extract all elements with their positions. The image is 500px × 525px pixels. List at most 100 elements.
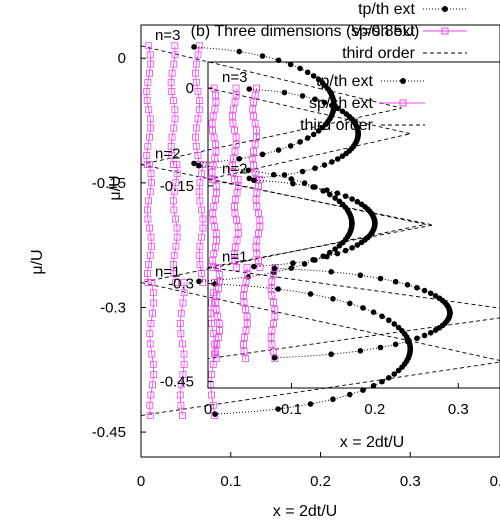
- front-tp-th-series: [246, 86, 453, 361]
- front-tp-th-point: [392, 341, 399, 348]
- front-tp-th-point: [392, 278, 399, 285]
- back-x-axis-label: x = 2dt/U: [273, 503, 337, 520]
- back-sp-sh-point: [196, 179, 204, 187]
- back-sp-sh-point: [192, 78, 200, 86]
- back-sp-sh-point: [208, 299, 215, 307]
- back-sp-sh-point: [194, 51, 202, 59]
- back-sp-sh-point: [192, 124, 200, 132]
- back-series: [140, 42, 500, 419]
- back-sp-sh-line: [172, 164, 178, 283]
- back-sp-sh-point: [195, 188, 203, 196]
- front-sp-sh-point: [252, 243, 260, 251]
- front-chart-title: (b) Three dimensions (V=0.85U): [191, 23, 420, 40]
- front-sp-sh-point: [270, 271, 277, 278]
- front-sp-sh-point: [213, 236, 221, 244]
- back-sp-sh-point: [145, 260, 152, 268]
- back-tp-th-point: [236, 48, 243, 55]
- front-legend-label: third order: [300, 117, 374, 134]
- front-sp-sh-point: [234, 230, 242, 237]
- front-tp-th-point: [281, 172, 288, 178]
- front-sp-sh-point: [211, 223, 219, 231]
- front-lobe-label: n=1: [222, 248, 247, 265]
- front-y-axis-label: μ/U: [107, 175, 124, 200]
- front-sp-sh-point: [230, 250, 238, 258]
- back-sp-sh-point: [192, 142, 200, 150]
- back-sp-sh-point: [144, 215, 152, 223]
- front-sp-sh-point: [229, 119, 237, 127]
- front-sp-sh-point: [249, 105, 257, 113]
- front-tp-th-point: [377, 275, 384, 282]
- front-sp-sh-point: [211, 105, 219, 113]
- back-sp-sh-point: [147, 179, 155, 187]
- back-lobe-label: n=2: [155, 146, 180, 163]
- back-third-order-line: [140, 282, 500, 416]
- back-sp-sh-point: [194, 115, 202, 123]
- front-tp-th-point: [349, 196, 355, 202]
- back-lobe-label: n=3: [155, 27, 180, 44]
- back-sp-sh-point: [172, 242, 180, 250]
- front-sp-sh-point: [233, 236, 241, 244]
- front-sp-sh-point: [209, 175, 216, 183]
- front-sp-sh-point: [229, 154, 237, 162]
- front-tp-th-point: [310, 257, 316, 263]
- front-lobe-labels: n=1 n=2 n=3: [222, 69, 247, 265]
- back-sp-sh-point: [148, 279, 156, 286]
- back-sp-sh-point: [208, 320, 215, 327]
- front-sp-sh-point: [214, 313, 222, 320]
- front-sp-sh-point: [239, 292, 247, 299]
- back-sp-sh-point: [169, 197, 177, 205]
- back-sp-sh-point: [171, 42, 179, 50]
- back-x-tick-label: 0: [137, 473, 145, 490]
- back-tp-th-point: [301, 180, 308, 186]
- back-sp-sh-point: [170, 206, 178, 214]
- back-sp-sh-point: [168, 133, 176, 141]
- back-tp-th-point: [275, 147, 282, 153]
- front-sp-sh-point: [240, 334, 248, 341]
- front-sp-sh-point: [209, 216, 217, 224]
- front-tp-th-point: [281, 89, 288, 96]
- front-legend-marker: [400, 78, 406, 84]
- back-legend-marker: [442, 6, 448, 12]
- front-sp-sh-point: [250, 98, 257, 106]
- front-sp-sh-point: [270, 348, 277, 356]
- back-tp-th-point: [347, 391, 353, 398]
- back-sp-sh-point: [171, 51, 179, 59]
- front-sp-sh-point: [243, 313, 251, 320]
- back-tp-th-series: [191, 44, 414, 417]
- front-x-tick-label: 0: [204, 401, 212, 418]
- front-tp-th-point: [404, 338, 411, 345]
- front-sp-sh-point: [208, 119, 216, 127]
- front-sp-sh-point: [251, 168, 259, 176]
- back-sp-sh-point: [176, 320, 184, 327]
- front-tp-th-point: [354, 198, 361, 205]
- front-sp-sh-point: [212, 196, 219, 204]
- back-sp-sh-point: [196, 242, 204, 250]
- back-sp-sh-point: [168, 152, 176, 159]
- back-tp-th-point: [191, 44, 197, 50]
- back-sp-sh-point: [177, 330, 185, 338]
- front-sp-sh-point: [209, 209, 217, 217]
- back-lobe-label: n=1: [155, 264, 180, 281]
- back-sp-sh-point: [208, 371, 215, 378]
- front-legend-marker: [399, 99, 407, 107]
- back-sp-sh-point: [169, 260, 177, 268]
- back-sp-sh-point: [173, 233, 181, 241]
- back-legend-label: tp/th ext: [358, 1, 415, 18]
- back-x-tick-label: 0.2: [310, 473, 331, 490]
- back-legend-label: sp/sh ext: [351, 23, 416, 40]
- front-sp-sh-point: [213, 341, 221, 349]
- front-sp-sh-point: [234, 182, 242, 190]
- back-sp-sh-point: [144, 78, 152, 86]
- back-sp-sh-point: [147, 320, 155, 327]
- front-tp-th-point: [246, 86, 253, 92]
- front-tp-th-point: [251, 263, 257, 270]
- back-tp-th-point: [301, 261, 308, 267]
- back-sp-sh-point: [198, 206, 205, 214]
- front-sp-sh-point: [255, 230, 262, 237]
- back-sp-sh-point: [149, 289, 157, 297]
- back-sp-sh-series: [143, 42, 219, 419]
- back-sp-sh-point: [173, 224, 181, 232]
- back-third-order-line: [140, 45, 402, 166]
- back-sp-sh-point: [149, 309, 157, 317]
- front-sp-sh-point: [252, 196, 260, 204]
